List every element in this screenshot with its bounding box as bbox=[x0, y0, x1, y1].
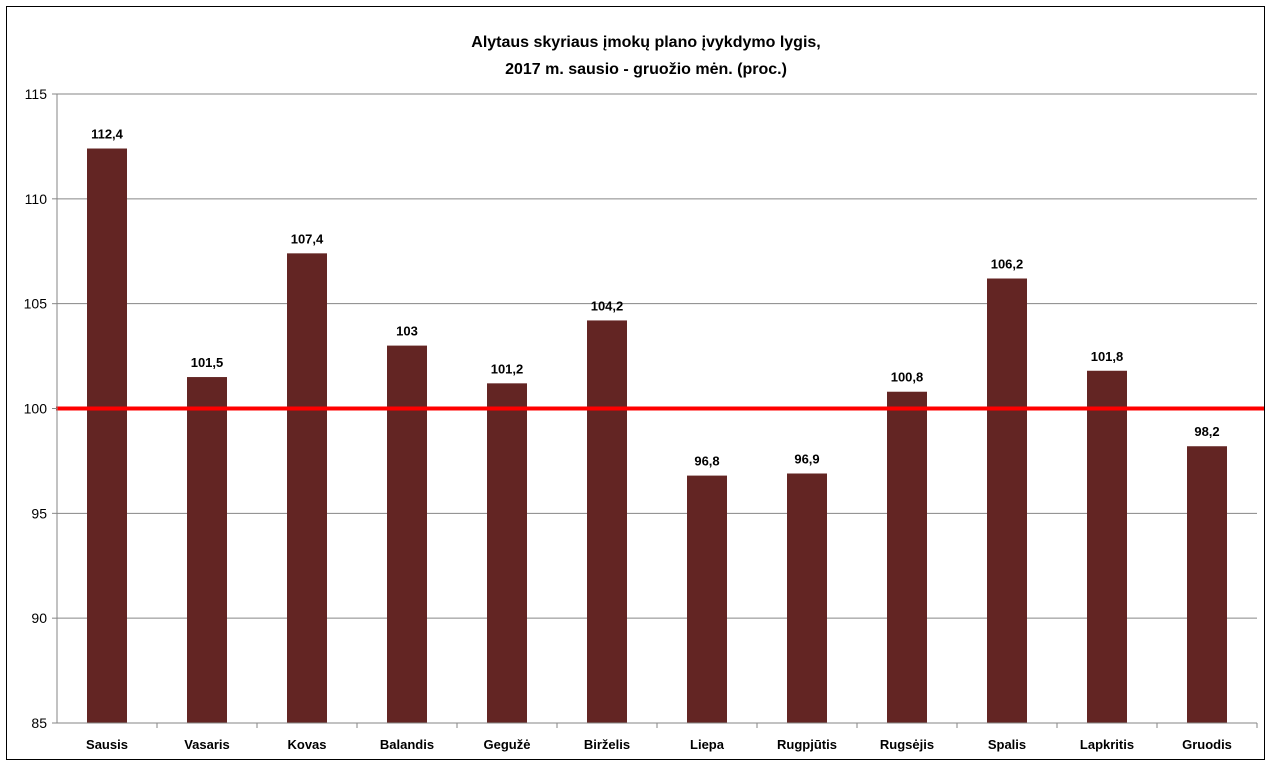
bar-gegužė bbox=[487, 383, 527, 723]
bar-kovas bbox=[287, 253, 327, 723]
chart-frame: Alytaus skyriaus įmokų plano įvykdymo ly… bbox=[6, 6, 1265, 760]
value-label-gegužė: 101,2 bbox=[491, 361, 524, 376]
y-tick-label-105: 105 bbox=[24, 296, 48, 312]
y-tick-label-100: 100 bbox=[24, 401, 48, 417]
y-tick-label-90: 90 bbox=[31, 610, 47, 626]
bar-rugpjūtis bbox=[787, 473, 827, 723]
value-label-birželis: 104,2 bbox=[591, 298, 624, 313]
y-tick-label-85: 85 bbox=[31, 715, 47, 731]
y-tick-label-110: 110 bbox=[25, 191, 48, 207]
category-label-kovas: Kovas bbox=[287, 737, 326, 752]
bar-liepa bbox=[687, 475, 727, 723]
value-label-gruodis: 98,2 bbox=[1194, 424, 1219, 439]
value-label-kovas: 107,4 bbox=[291, 231, 324, 246]
category-label-balandis: Balandis bbox=[380, 737, 434, 752]
value-label-lapkritis: 101,8 bbox=[1091, 349, 1124, 364]
bar-lapkritis bbox=[1087, 370, 1127, 723]
category-label-gegužė: Gegužė bbox=[484, 737, 531, 752]
axes: 85 90 95 100 105 110 115 Sausis Vasaris Kovas Bala… bbox=[24, 86, 1258, 752]
bar-balandis bbox=[387, 345, 427, 723]
category-label-lapkritis: Lapkritis bbox=[1080, 737, 1134, 752]
category-label-birželis: Birželis bbox=[584, 737, 630, 752]
bar-gruodis bbox=[1187, 446, 1227, 723]
value-label-liepa: 96,8 bbox=[694, 454, 719, 469]
data-labels: 112,4 101,5 107,4 103 101,2 104,2 96,8 96,9 100,… bbox=[91, 127, 1220, 469]
chart-subtitle: 2017 m. sausio - gruožio mėn. (proc.) bbox=[505, 61, 787, 78]
category-label-sausis: Sausis bbox=[86, 737, 128, 752]
y-tick-label-115: 115 bbox=[25, 86, 48, 102]
chart-title: Alytaus skyriaus įmokų plano įvykdymo ly… bbox=[471, 34, 820, 51]
value-label-spalis: 106,2 bbox=[991, 257, 1024, 272]
category-label-vasaris: Vasaris bbox=[184, 737, 230, 752]
category-label-liepa: Liepa bbox=[690, 737, 725, 752]
bar-sausis bbox=[87, 148, 127, 724]
bar-vasaris bbox=[187, 377, 227, 723]
category-label-rugsėjis: Rugsėjis bbox=[880, 737, 934, 752]
bar-birželis bbox=[587, 320, 627, 723]
bar-rugsėjis bbox=[887, 391, 927, 723]
bars bbox=[87, 148, 1227, 724]
gridlines bbox=[57, 93, 1257, 619]
value-label-rugpjūtis: 96,9 bbox=[794, 451, 819, 466]
category-label-rugpjūtis: Rugpjūtis bbox=[777, 737, 837, 752]
value-label-balandis: 103 bbox=[396, 324, 418, 339]
value-label-sausis: 112,4 bbox=[91, 127, 124, 142]
category-label-spalis: Spalis bbox=[988, 737, 1026, 752]
bar-spalis bbox=[987, 278, 1027, 723]
category-label-gruodis: Gruodis bbox=[1182, 737, 1232, 752]
value-label-rugsėjis: 100,8 bbox=[891, 370, 924, 385]
value-label-vasaris: 101,5 bbox=[191, 355, 224, 370]
bar-chart: Alytaus skyriaus įmokų plano įvykdymo ly… bbox=[24, 34, 1264, 752]
y-tick-label-95: 95 bbox=[31, 505, 47, 521]
